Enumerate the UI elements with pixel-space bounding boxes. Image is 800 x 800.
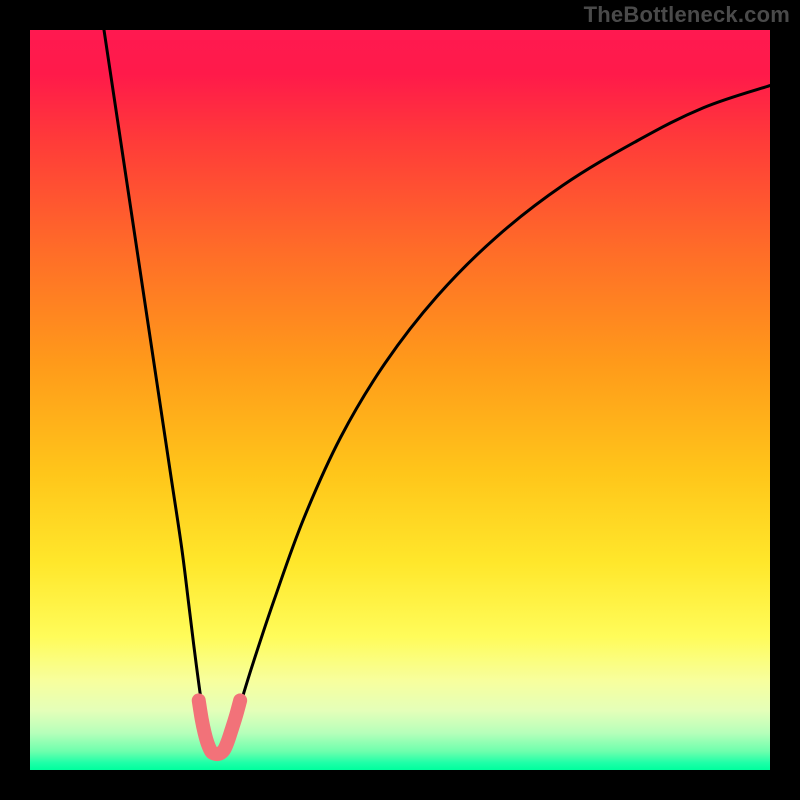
plot-svg [30,30,770,770]
watermark-text: TheBottleneck.com [584,2,790,28]
chart-frame: TheBottleneck.com [0,0,800,800]
plot-area [30,30,770,770]
gradient-background [30,30,770,770]
